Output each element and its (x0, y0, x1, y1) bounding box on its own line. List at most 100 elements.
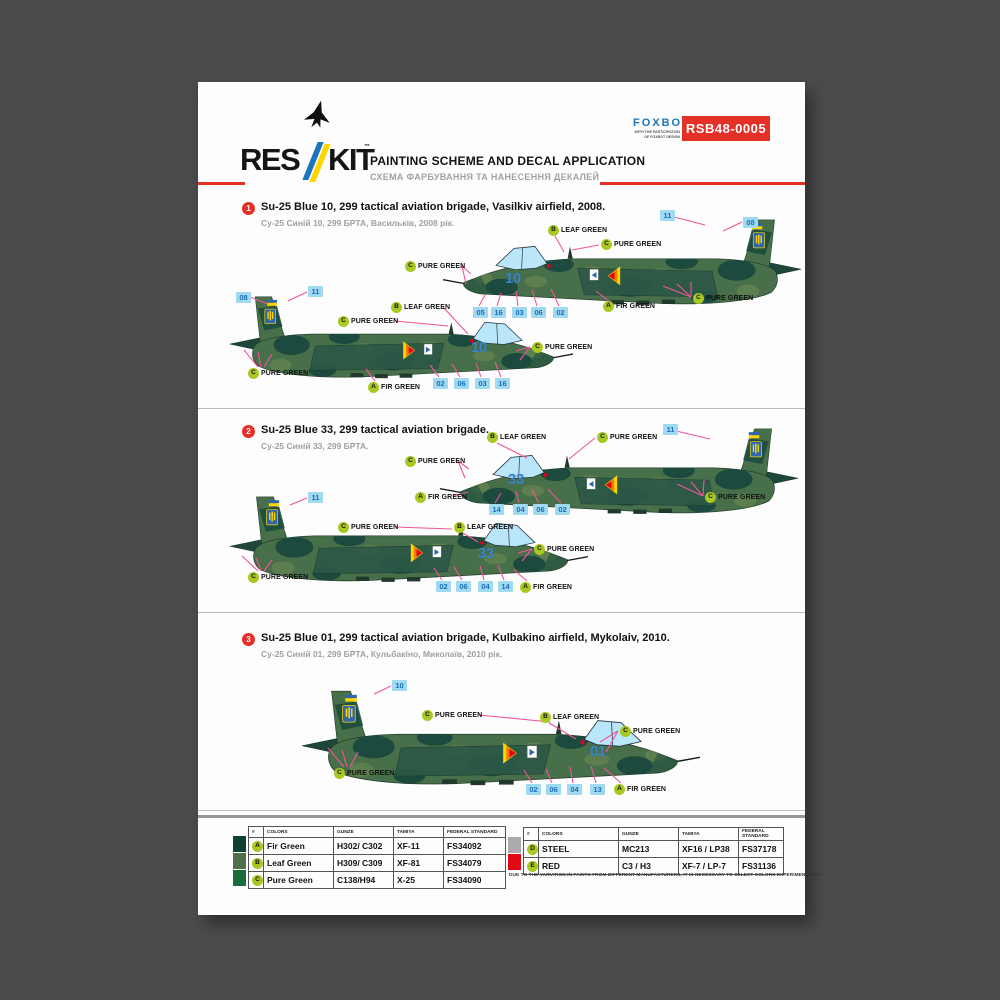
paint-callout: C PURE GREEN (338, 522, 398, 533)
col-fs: FEDERAL STANDARD (443, 826, 506, 838)
section-1-scene-left: 10 08 11 C PURE GREEN C PURE GREEN B LEAF G… (228, 280, 592, 405)
color-letter-badge: C (534, 544, 545, 555)
color-letter-badge: C (252, 874, 263, 886)
color-letter-badge: E (527, 860, 538, 872)
color-letter-badge: A (368, 382, 379, 393)
color-letter-badge: C (405, 456, 416, 467)
foxbot-tagline-line2: OF FOXBOT DESIGN (644, 134, 680, 139)
tables-divider (198, 810, 805, 818)
color-letter-badge: C (693, 293, 704, 304)
gunze-code: H309/ C309 (333, 854, 394, 872)
page-subtitle: СХЕМА ФАРБУВАННЯ ТА НАНЕСЕННЯ ДЕКАЛЕЙ (370, 172, 600, 182)
paint-callout: A FIR GREEN (520, 582, 572, 593)
color-letter-badge: B (454, 522, 465, 533)
color-letter-badge: C (248, 368, 259, 379)
product-code-badge: RSB48-0005 (682, 116, 770, 141)
color-letter-badge: C (620, 726, 631, 737)
color-letter-badge: C (338, 522, 349, 533)
brand-trademark: ™ (364, 144, 370, 150)
color-letter-badge: C (422, 710, 433, 721)
paint-callout: C PURE GREEN (705, 492, 765, 503)
color-letter-badge: C (248, 572, 259, 583)
section-2-title: Su-25 Blue 33, 299 tactical aviation bri… (261, 424, 490, 436)
foxbot-logo: FOXBOT (633, 117, 691, 129)
header: RES KIT ™ PAINTING SCHEME AND DECAL APPL… (198, 82, 805, 192)
color-letter-badge: A (603, 301, 614, 312)
gunze-code: C138/H94 (333, 871, 394, 889)
swatch-steel (508, 837, 521, 853)
section-divider (198, 612, 805, 613)
decal-number: 11 (308, 492, 323, 503)
fs-code: FS37178 (738, 840, 784, 858)
color-letter-badge: A (520, 582, 531, 593)
decal-number: 04 (567, 784, 582, 795)
brand-res: RES (240, 142, 301, 177)
decal-number: 02 (433, 378, 448, 389)
decal-number: 08 (743, 217, 758, 228)
gunze-code: C3 / H3 (618, 857, 679, 875)
tamiya-code: XF-81 (393, 854, 444, 872)
section-3-number: 3 (242, 633, 255, 646)
paint-callout: B LEAF GREEN (391, 302, 450, 313)
decal-number: 04 (478, 581, 493, 592)
decal-number: 06 (533, 504, 548, 515)
color-letter-badge: B (540, 712, 551, 723)
color-name: STEEL (538, 840, 619, 858)
swatch-fir-green (233, 836, 246, 852)
foxbot-tagline: WITH THE PARTICIPATION OF FOXBOT DESIGN (628, 130, 680, 139)
paint-callout: B LEAF GREEN (548, 225, 607, 236)
paint-callout: C PURE GREEN (338, 316, 398, 327)
decal-number: 11 (663, 424, 678, 435)
col-hash: # (248, 826, 264, 838)
decal-number: 06 (456, 581, 471, 592)
paint-callout: C PURE GREEN (405, 261, 465, 272)
decal-number: 14 (498, 581, 513, 592)
color-letter-badge: C (601, 239, 612, 250)
decal-number: 05 (473, 307, 488, 318)
tamiya-code: XF16 / LP38 (678, 840, 739, 858)
color-name: Leaf Green (263, 854, 334, 872)
color-letter-badge: C (597, 432, 608, 443)
table-header-row: # COLORS GUNZE TAMIYA FEDERAL STANDARD (248, 826, 506, 838)
col-hash: # (523, 827, 539, 841)
aircraft-number: 33 (478, 545, 494, 562)
color-letter-badge: C (405, 261, 416, 272)
color-letter-badge: B (252, 857, 263, 869)
color-letter-badge: C (532, 342, 543, 353)
decal-number: 02 (553, 307, 568, 318)
paint-table-greens: # COLORS GUNZE TAMIYA FEDERAL STANDARD A… (248, 826, 506, 889)
section-1-title: Su-25 Blue 10, 299 tactical aviation bri… (261, 201, 606, 213)
fs-code: FS34092 (443, 837, 506, 855)
decal-number: 02 (526, 784, 541, 795)
col-gunze: GUNZE (618, 827, 679, 841)
col-fs: FEDERAL STANDARD (738, 827, 784, 841)
color-name: Pure Green (263, 871, 334, 889)
paint-callout: C PURE GREEN (532, 342, 592, 353)
paint-callout: B LEAF GREEN (487, 432, 546, 443)
paint-callout: A FIR GREEN (603, 301, 655, 312)
fs-code: FS31136 (738, 857, 784, 875)
color-letter-badge: C (705, 492, 716, 503)
color-letter-badge: B (487, 432, 498, 443)
decal-number: 08 (236, 292, 251, 303)
col-colors: COLORS (263, 826, 334, 838)
aircraft-number: 10 (471, 339, 487, 356)
decal-number: 06 (454, 378, 469, 389)
col-tamiya: TAMIYA (393, 826, 444, 838)
decal-number: 02 (436, 581, 451, 592)
brand-kit: KIT (328, 142, 375, 177)
gunze-code: H302/ C302 (333, 837, 394, 855)
section-2-subtitle: Су-25 Синій 33, 299 БРТА. (261, 441, 369, 451)
color-letter-badge: C (334, 768, 345, 779)
paint-callout: C PURE GREEN (601, 239, 661, 250)
decal-number: 16 (491, 307, 506, 318)
table-row: A Fir Green H302/ C302 XF-11 FS34092 (248, 837, 506, 855)
paint-table-details: # COLORS GUNZE TAMIYA FEDERAL STANDARD D… (523, 827, 784, 875)
color-letter-badge: A (614, 784, 625, 795)
paint-callout: C PURE GREEN (248, 368, 308, 379)
color-letter-badge: B (548, 225, 559, 236)
table-row: E RED C3 / H3 XF-7 / LP-7 FS31136 (523, 857, 784, 875)
decal-number: 16 (495, 378, 510, 389)
paint-callout: C PURE GREEN (597, 432, 657, 443)
header-rule-left (198, 182, 245, 185)
